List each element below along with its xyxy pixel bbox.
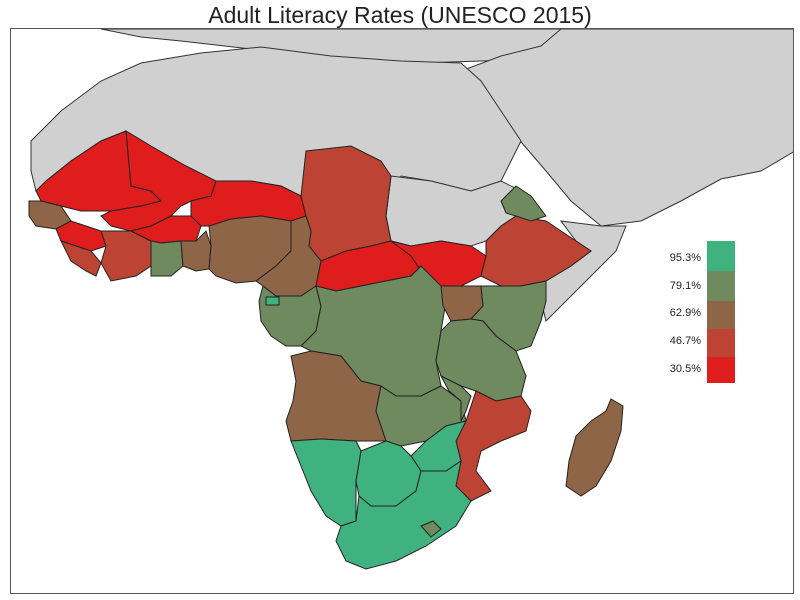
map-frame: 95.3% 79.1% 62.9% 46.7% 30.5% (10, 28, 794, 594)
madagascar (565, 398, 624, 497)
legend-label-0: 95.3% (670, 252, 701, 264)
legend-swatch-2 (707, 301, 735, 329)
legend-swatch-1 (707, 271, 735, 301)
chad (300, 145, 392, 262)
map-title: Adult Literacy Rates (UNESCO 2015) (208, 2, 592, 28)
legend-label-4: 30.5% (670, 363, 701, 375)
ivory-coast (100, 230, 152, 282)
sierra-leone-liberia (60, 240, 102, 277)
malawi (439, 374, 472, 422)
lesotho (420, 520, 442, 538)
legend-swatch-4 (707, 357, 735, 383)
eq-guinea (265, 296, 280, 306)
angola (285, 350, 387, 442)
legend-label-2: 62.9% (670, 307, 701, 319)
legend-swatch-0 (707, 241, 735, 271)
arabian-peninsula (460, 29, 793, 227)
legend-label-1: 79.1% (670, 280, 701, 292)
south-africa (335, 459, 472, 570)
map-legend: 95.3% 79.1% 62.9% 46.7% 30.5% (670, 241, 735, 383)
namibia (290, 438, 362, 527)
eritrea (500, 185, 547, 222)
legend-swatch-3 (707, 329, 735, 357)
africa-map: 95.3% 79.1% 62.9% 46.7% 30.5% (28, 29, 793, 570)
ghana (150, 240, 184, 277)
legend-label-3: 46.7% (670, 335, 701, 347)
